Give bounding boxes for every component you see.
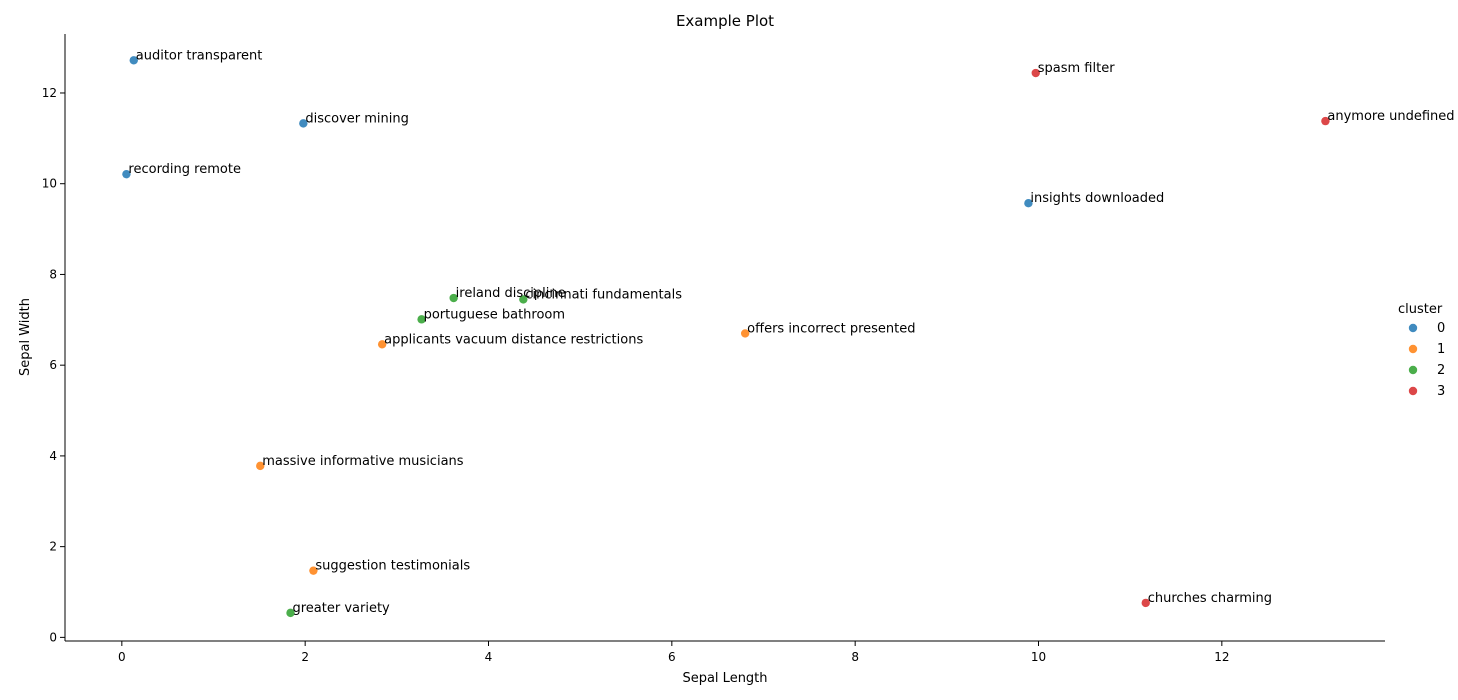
data-point	[377, 340, 387, 349]
point-label: recording remote	[128, 162, 241, 177]
point-label: insights downloaded	[1030, 191, 1164, 206]
data-point	[122, 169, 131, 179]
legend-marker	[1408, 386, 1418, 396]
point-label: massive informative musicians	[262, 454, 464, 469]
chart-title: Example Plot	[676, 12, 774, 30]
data-point	[449, 293, 458, 303]
x-tick-label: 10	[1031, 650, 1046, 664]
data-point	[286, 608, 295, 618]
legend-entry-label: 0	[1437, 321, 1445, 336]
x-tick-label: 0	[118, 650, 126, 664]
point-labels: auditor transparent discover mining record…	[128, 48, 1454, 616]
point-label: applicants vacuum distance restrictions	[384, 332, 643, 347]
legend-entry-label: 3	[1437, 384, 1445, 399]
point-label: cincinnati fundamentals	[525, 287, 682, 302]
point-label: greater variety	[293, 601, 391, 616]
legend: cluster 0 1 2 3	[1398, 302, 1445, 399]
point-label: discover mining	[305, 111, 409, 126]
legend-entry-label: 2	[1437, 363, 1445, 378]
point-label: auditor transparent	[136, 48, 263, 63]
point-label: ireland discipline	[456, 286, 566, 301]
legend-entry-label: 1	[1437, 342, 1445, 357]
x-axis-label: Sepal Length	[682, 671, 767, 686]
point-label: suggestion testimonials	[315, 559, 470, 574]
legend-title: cluster	[1398, 302, 1443, 317]
data-point	[1141, 598, 1150, 608]
data-point	[1321, 116, 1330, 126]
x-tick-label: 8	[851, 650, 859, 664]
legend-marker	[1408, 323, 1418, 333]
y-tick-label: 8	[49, 267, 57, 281]
point-label: churches charming	[1148, 591, 1272, 606]
legend-marker	[1408, 344, 1418, 354]
data-point	[1031, 68, 1040, 78]
x-tick-label: 4	[485, 650, 493, 664]
y-tick-label: 12	[42, 86, 57, 100]
data-point	[740, 329, 750, 338]
data-points	[122, 56, 1330, 618]
y-tick-label: 0	[49, 630, 57, 644]
data-point	[129, 56, 138, 65]
x-tick-label: 2	[301, 650, 309, 664]
point-label: portuguese bathroom	[424, 307, 565, 322]
x-ticks: 0 2 4 6 8 10 12	[118, 641, 1229, 664]
y-tick-label: 4	[49, 449, 57, 463]
data-point	[1024, 199, 1033, 208]
data-point	[299, 119, 308, 128]
x-tick-label: 6	[668, 650, 676, 664]
data-point	[256, 461, 265, 471]
y-tick-label: 10	[42, 177, 57, 191]
point-label: offers incorrect presented	[747, 321, 915, 336]
data-point	[519, 295, 528, 304]
legend-marker	[1408, 365, 1418, 375]
y-axis-label: Sepal Width	[18, 298, 33, 376]
y-tick-label: 2	[49, 540, 57, 554]
data-point	[309, 566, 318, 575]
y-ticks: 0 2 4 6 8 10 12	[42, 86, 65, 644]
y-tick-label: 6	[49, 358, 57, 372]
x-tick-label: 12	[1214, 650, 1229, 664]
axes	[64, 34, 1385, 642]
data-point	[417, 315, 426, 324]
point-label: anymore undefined	[1327, 109, 1454, 124]
point-label: spasm filter	[1038, 61, 1115, 76]
